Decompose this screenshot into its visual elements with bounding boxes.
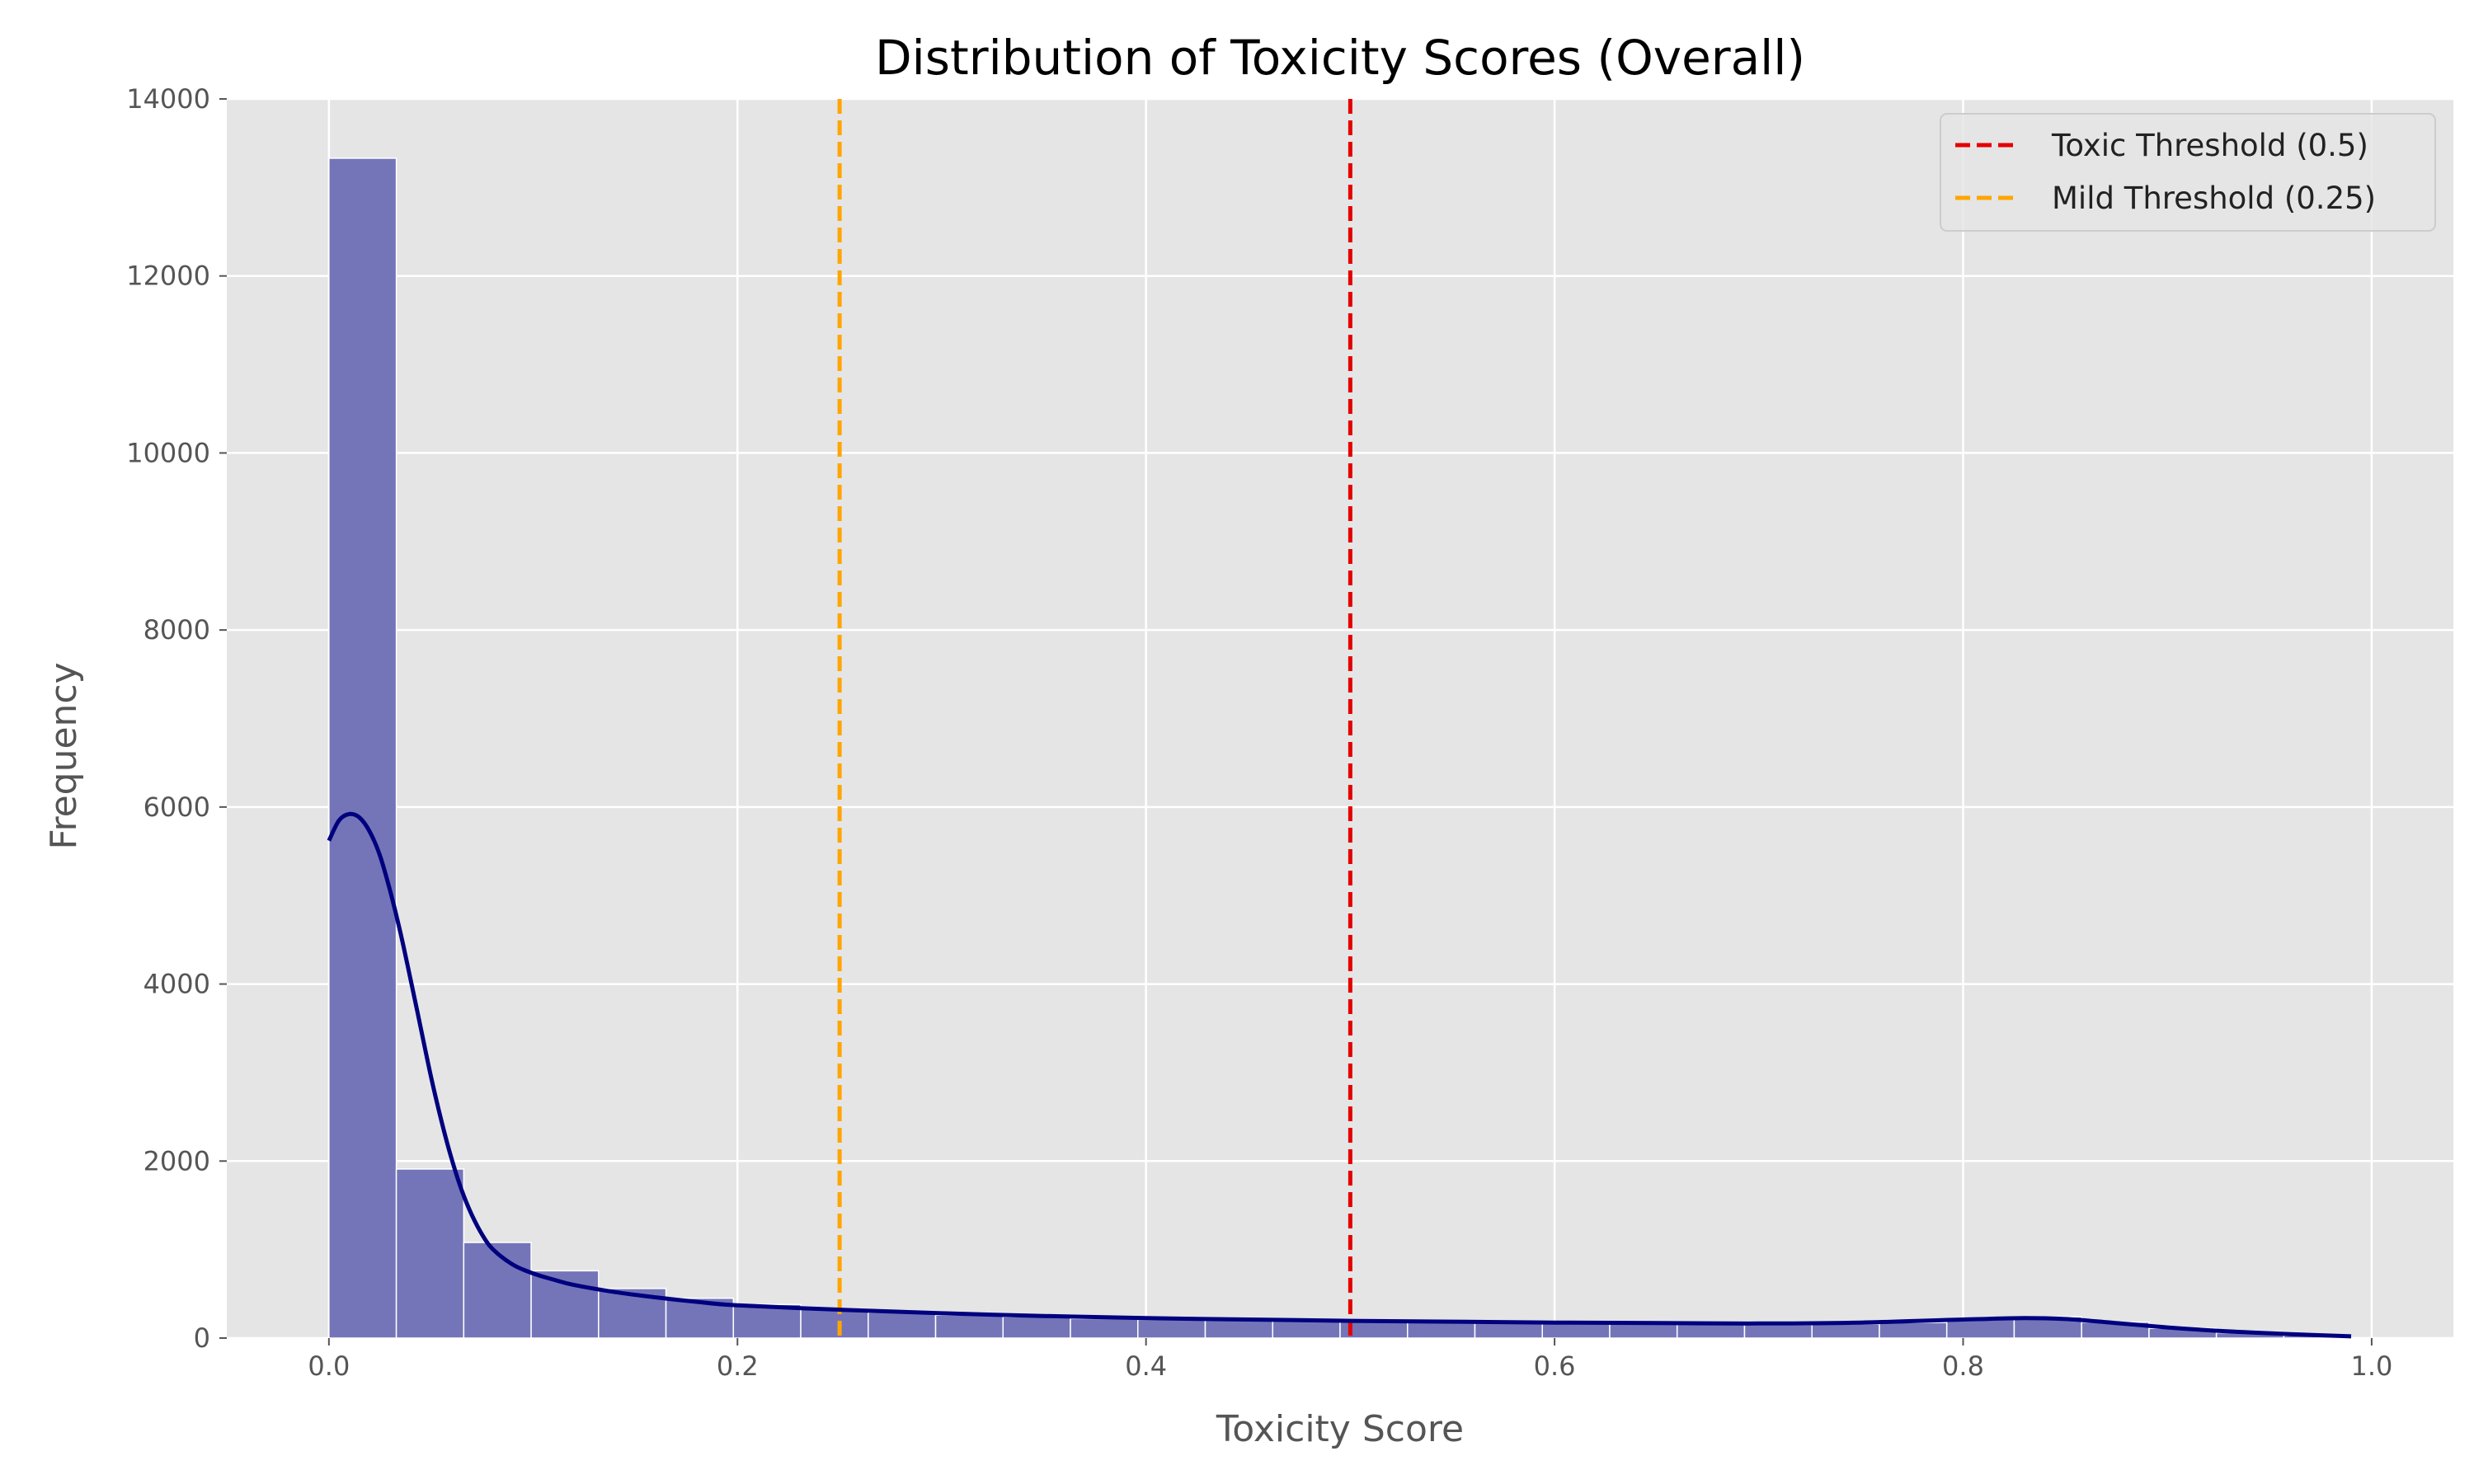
histogram-bar <box>328 157 397 1339</box>
histogram-bar <box>395 1168 465 1339</box>
x-tick-label: 0.0 <box>308 1350 350 1382</box>
y-tick-label: 12000 <box>126 261 210 292</box>
histogram-bar <box>1002 1316 1071 1339</box>
y-axis-title: Frequency <box>43 662 85 849</box>
legend-box <box>1940 113 2436 232</box>
histogram-bar <box>1406 1322 1476 1339</box>
y-tick-label: 2000 <box>143 1145 210 1176</box>
histogram-bar <box>1272 1320 1341 1339</box>
threshold-lines <box>837 99 1352 1338</box>
histogram-bar <box>934 1314 1004 1339</box>
grid-lines <box>227 97 2453 1340</box>
kde-curve <box>327 811 2352 1339</box>
histogram-bar <box>1609 1323 1678 1339</box>
histogram-bar <box>1541 1322 1611 1339</box>
histogram-bar <box>732 1303 802 1339</box>
y-axis-ticks: 0 2000 4000 6000 8000 10000 12000 14000 <box>126 83 227 1354</box>
chart-title: Distribution of Toxicity Scores (Overall… <box>875 30 1805 86</box>
legend-label: Toxic Threshold (0.5) <box>2051 128 2368 163</box>
x-axis-ticks: 0.0 0.2 0.4 0.6 0.8 1.0 <box>308 1338 2392 1382</box>
legend: Toxic Threshold (0.5) Mild Threshold (0.2… <box>1940 113 2436 232</box>
histogram-bar <box>463 1242 532 1339</box>
x-tick-label: 0.2 <box>717 1350 759 1382</box>
y-tick-label: 0 <box>194 1322 210 1354</box>
histogram-bar <box>1811 1323 1880 1339</box>
histogram-bar <box>1070 1317 1139 1339</box>
histogram-bar <box>1137 1318 1206 1339</box>
x-tick-label: 0.8 <box>1942 1350 1984 1382</box>
histogram-bar <box>1945 1318 2015 1339</box>
x-tick-label: 0.4 <box>1125 1350 1167 1382</box>
x-tick-label: 0.6 <box>1534 1350 1576 1382</box>
legend-label: Mild Threshold (0.25) <box>2052 181 2376 216</box>
histogram-bar <box>1676 1323 1746 1339</box>
plot-background <box>227 99 2453 1338</box>
y-tick-label: 10000 <box>126 437 210 468</box>
histogram-bar <box>1879 1322 1948 1339</box>
y-tick-label: 4000 <box>143 969 210 1000</box>
y-tick-label: 8000 <box>143 614 210 646</box>
x-tick-label: 1.0 <box>2350 1350 2392 1382</box>
y-tick-label: 6000 <box>143 791 210 823</box>
histogram-bar <box>1743 1324 1813 1339</box>
x-axis-title: Toxicity Score <box>1216 1408 1464 1450</box>
histogram-bar <box>800 1308 869 1339</box>
histogram-bar <box>1474 1322 1543 1339</box>
histogram-bar <box>1204 1319 1274 1339</box>
y-tick-label: 14000 <box>126 83 210 115</box>
histogram-bar <box>868 1312 937 1339</box>
